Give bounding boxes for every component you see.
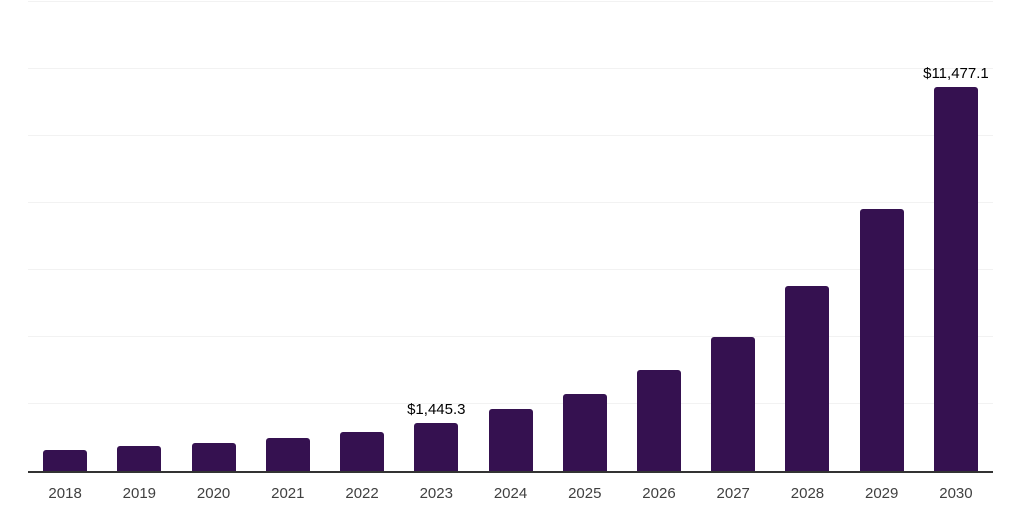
x-tick-label-2025: 2025 bbox=[568, 485, 602, 502]
bar-2023[interactable] bbox=[414, 422, 459, 471]
bar-2026[interactable] bbox=[636, 369, 681, 471]
bar-2019[interactable] bbox=[117, 445, 162, 471]
data-label-2023: $1,445.3 bbox=[407, 400, 466, 418]
bar-slot-2026 bbox=[622, 2, 696, 471]
bar-slot-2027 bbox=[696, 2, 770, 471]
bar-2028[interactable] bbox=[785, 286, 830, 471]
bar-slot-2020 bbox=[176, 2, 250, 471]
bar-slot-2019 bbox=[102, 2, 176, 471]
x-tick-label-2020: 2020 bbox=[196, 485, 231, 502]
gridline bbox=[28, 202, 993, 203]
gridline bbox=[28, 403, 993, 404]
bar-slot-2023: $1,445.3 bbox=[399, 2, 473, 471]
x-tick-label-2027: 2027 bbox=[716, 485, 750, 502]
x-tick-label-2028: 2028 bbox=[790, 485, 825, 502]
gridline bbox=[28, 68, 993, 69]
x-tick-label-2019: 2019 bbox=[122, 485, 157, 502]
gridline bbox=[28, 269, 993, 270]
bar-2022[interactable] bbox=[340, 432, 385, 471]
plot-area: $1,445.3 $11,477.1 bbox=[28, 1, 993, 473]
x-tick-label-2030: 2030 bbox=[939, 485, 973, 502]
bar-slot-2021 bbox=[251, 2, 325, 471]
bar-2030[interactable] bbox=[933, 86, 978, 471]
x-tick-label-2022: 2022 bbox=[345, 485, 379, 502]
bar-slot-2025 bbox=[548, 2, 622, 471]
bar-2021[interactable] bbox=[265, 437, 310, 471]
bar-slot-2022 bbox=[325, 2, 399, 471]
x-tick-label-2021: 2021 bbox=[271, 485, 305, 502]
x-tick-label-2024: 2024 bbox=[493, 485, 528, 502]
x-axis: 2018 2019 2020 2021 2022 2023 2024 2025 2026 2027… bbox=[28, 485, 993, 503]
bar-slot-2028 bbox=[770, 2, 844, 471]
bar-2018[interactable] bbox=[43, 449, 88, 471]
bar-2020[interactable] bbox=[191, 442, 236, 471]
bar-slot-2030: $11,477.1 bbox=[919, 2, 993, 471]
bar-2029[interactable] bbox=[859, 209, 904, 471]
gridlines bbox=[28, 1, 993, 471]
x-tick-label-2018: 2018 bbox=[48, 485, 82, 502]
bar-2027[interactable] bbox=[711, 337, 756, 471]
bar-2024[interactable] bbox=[488, 409, 533, 471]
x-tick-label-2023: 2023 bbox=[419, 485, 453, 502]
bar-slot-2018 bbox=[28, 2, 102, 471]
x-tick-label-2029: 2029 bbox=[865, 485, 899, 502]
gridline bbox=[28, 1, 993, 2]
gridline bbox=[28, 135, 993, 136]
bar-2025[interactable] bbox=[562, 393, 607, 471]
bar-slot-2024 bbox=[473, 2, 547, 471]
bar-slot-2029 bbox=[845, 2, 919, 471]
data-label-2030: $11,477.1 bbox=[923, 64, 989, 82]
x-tick-label-2026: 2026 bbox=[642, 485, 676, 502]
gridline bbox=[28, 336, 993, 337]
bars-layer: $1,445.3 $11,477.1 bbox=[28, 2, 993, 471]
